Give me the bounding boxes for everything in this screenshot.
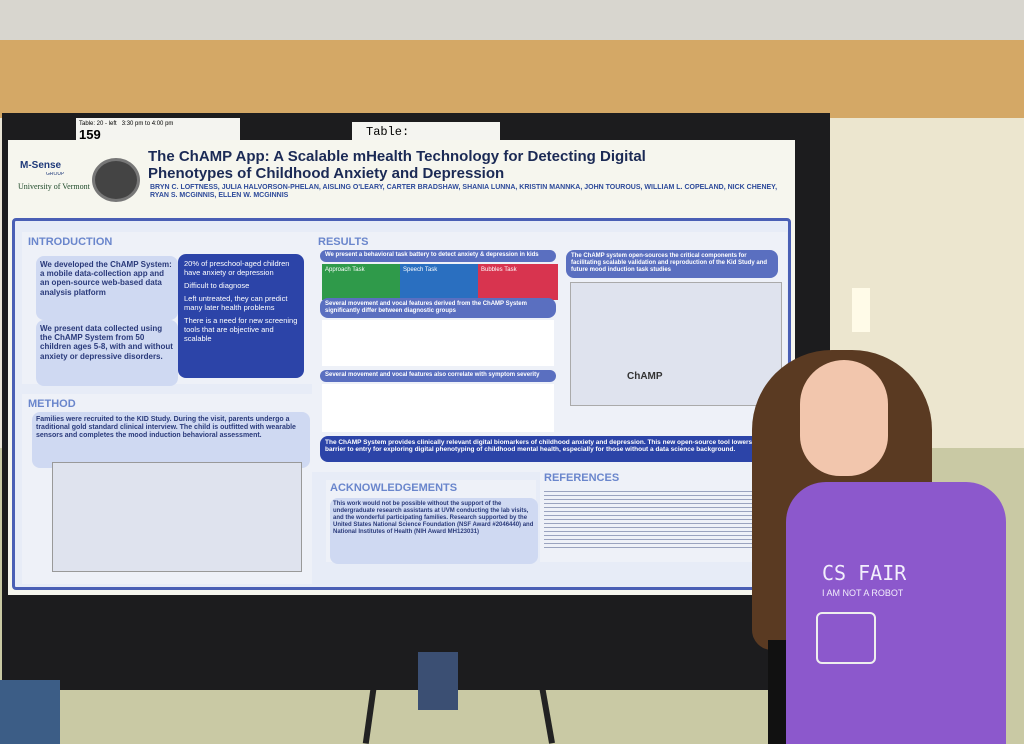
- table-number: 159: [79, 127, 101, 142]
- open-source-banner: The ChAMP system open-sources the critic…: [566, 250, 778, 278]
- bullet: Left untreated, they can predict many la…: [184, 294, 288, 312]
- method-heading: METHOD: [28, 398, 76, 410]
- battery-banner: We present a behavioral task battery to …: [320, 250, 556, 262]
- ack-heading: ACKNOWLEDGEMENTS: [330, 482, 458, 494]
- task: Speech Task: [400, 264, 480, 300]
- bullet: Difficult to diagnose: [184, 281, 250, 290]
- ceiling: [0, 0, 1024, 40]
- visitor-legs: [418, 652, 458, 710]
- references-panel: REFERENCES: [540, 470, 785, 562]
- violin-plots: [322, 320, 554, 366]
- task: Approach Task: [322, 264, 402, 300]
- method-figure: [52, 462, 302, 572]
- method-panel: METHOD Families were recruited to the KI…: [22, 394, 312, 584]
- shirt-subtext: I AM NOT A ROBOT: [822, 588, 904, 598]
- bullet: 20% of preschool-aged children have anxi…: [184, 259, 290, 277]
- poster: M-Sense GROUP University of Vermont The …: [8, 140, 795, 595]
- bullet: There is a need for new screening tools …: [184, 316, 298, 343]
- ack-text: This work would not be possible without …: [330, 498, 538, 564]
- robot-drawing: [816, 612, 876, 664]
- table-time: 3:30 pm to 4:00 pm: [121, 121, 174, 127]
- table-label: Table:: [352, 122, 500, 142]
- intro-item: We present data collected using the ChAM…: [36, 320, 178, 386]
- wood-wall: [0, 40, 1024, 118]
- ack-panel: ACKNOWLEDGEMENTS This work would not be …: [326, 480, 538, 564]
- differ-banner: Several movement and vocal features deri…: [320, 298, 556, 318]
- table-sign: Table: 20 - left 3:30 pm to 4:00 pm 159: [76, 118, 240, 142]
- intro-bullets: 20% of preschool-aged children have anxi…: [178, 254, 304, 378]
- intro-heading: INTRODUCTION: [28, 236, 113, 248]
- visitor-legs: [0, 680, 60, 744]
- authors: BRYN C. LOFTNESS, JULIA HALVORSON-PHELAN…: [150, 184, 778, 200]
- results-panel: RESULTS We present a behavioral task bat…: [312, 232, 787, 472]
- university: University of Vermont: [18, 182, 90, 191]
- correlate-banner: Several movement and vocal features also…: [320, 370, 556, 382]
- conclusion: The ChAMP System provides clinically rel…: [320, 436, 780, 462]
- wall-lamp: [852, 288, 870, 332]
- references-heading: REFERENCES: [544, 472, 620, 484]
- shirt: CS FAIR I AM NOT A ROBOT: [786, 482, 1006, 744]
- face: [800, 360, 888, 476]
- references-list: [544, 488, 780, 548]
- shirt-text: CS FAIR: [822, 562, 907, 585]
- table-slot: Table: 20 - left: [79, 121, 117, 127]
- poster-title: The ChAMP App: A Scalable mHealth Techno…: [148, 148, 646, 183]
- intro-panel: INTRODUCTION We developed the ChAMP Syst…: [22, 232, 312, 386]
- method-text: Families were recruited to the KID Study…: [32, 412, 310, 468]
- app-name: ChAMP: [627, 371, 663, 382]
- logo: M-Sense: [20, 160, 62, 171]
- results-heading: RESULTS: [318, 236, 369, 248]
- intro-item: We developed the ChAMP System: a mobile …: [36, 256, 178, 320]
- system-diagram: ChAMP: [570, 282, 782, 406]
- seal: [92, 158, 140, 202]
- scatter-plots: [322, 384, 554, 432]
- task: Bubbles Task: [478, 264, 558, 300]
- logo-group: GROUP: [46, 172, 65, 177]
